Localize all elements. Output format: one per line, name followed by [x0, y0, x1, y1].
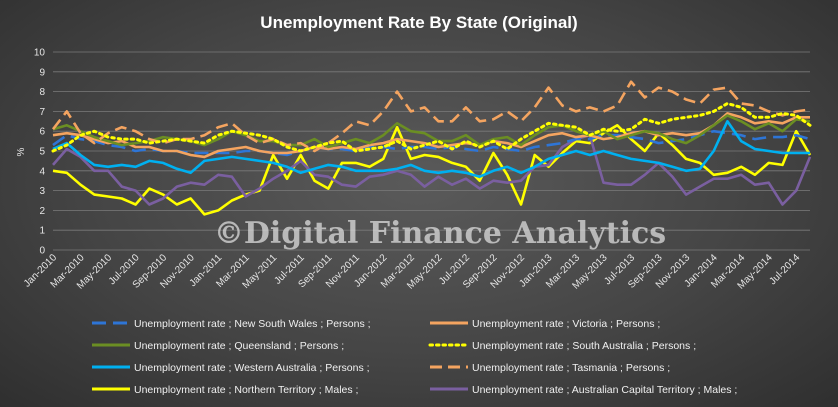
legend-entry: Unemployment rate ; Victoria ; Persons ;: [472, 318, 660, 330]
y-tick-label: 0: [39, 246, 45, 257]
y-tick-label: 5: [39, 147, 45, 158]
y-tick-label: 8: [39, 87, 45, 98]
series-line-7: [52, 133, 812, 206]
series-line-1: [52, 112, 810, 159]
y-tick-label: 7: [39, 107, 45, 118]
y-tick-label: 9: [39, 67, 45, 78]
y-tick-label: 4: [39, 166, 45, 177]
series-lines: [51, 80, 812, 216]
series-line-6: [52, 124, 812, 216]
y-tick-label: 2: [39, 206, 45, 217]
x-tick-label: Jul-2014: [767, 252, 802, 287]
legend-entry: Unemployment rate ; Tasmania ; Persons ;: [472, 362, 670, 374]
y-tick-label: 1: [39, 226, 45, 237]
x-axis-ticks: Jan-2010Mar-2010May-2010Jul-2010Sep-2010…: [22, 252, 803, 292]
legend-entry: Unemployment rate ; New South Wales ; Pe…: [134, 318, 371, 330]
legend-entry: Unemployment rate ; Australian Capital T…: [472, 384, 737, 396]
legend: Unemployment rate ; New South Wales ; Pe…: [92, 318, 737, 396]
y-tick-label: 3: [39, 186, 45, 197]
legend-entry: Unemployment rate ; Northern Territory ;…: [134, 384, 358, 396]
legend-entry: Unemployment rate ; South Australia ; Pe…: [472, 340, 696, 352]
legend-entry: Unemployment rate ; Queensland ; Persons…: [134, 340, 344, 352]
y-axis-label: %: [16, 147, 27, 156]
y-tick-label: 10: [34, 48, 46, 59]
y-axis-ticks: 0 1 2 3 4 5 6 7 8 9 10: [34, 48, 46, 257]
watermark: ©Digital Finance Analytics: [214, 216, 666, 251]
legend-entry: Unemployment rate ; Western Australia ; …: [134, 362, 370, 374]
chart-title: Unemployment Rate By State (Original): [260, 13, 577, 32]
series-line-3: [51, 102, 812, 153]
y-tick-label: 6: [39, 127, 45, 138]
series-line-4: [52, 120, 810, 178]
